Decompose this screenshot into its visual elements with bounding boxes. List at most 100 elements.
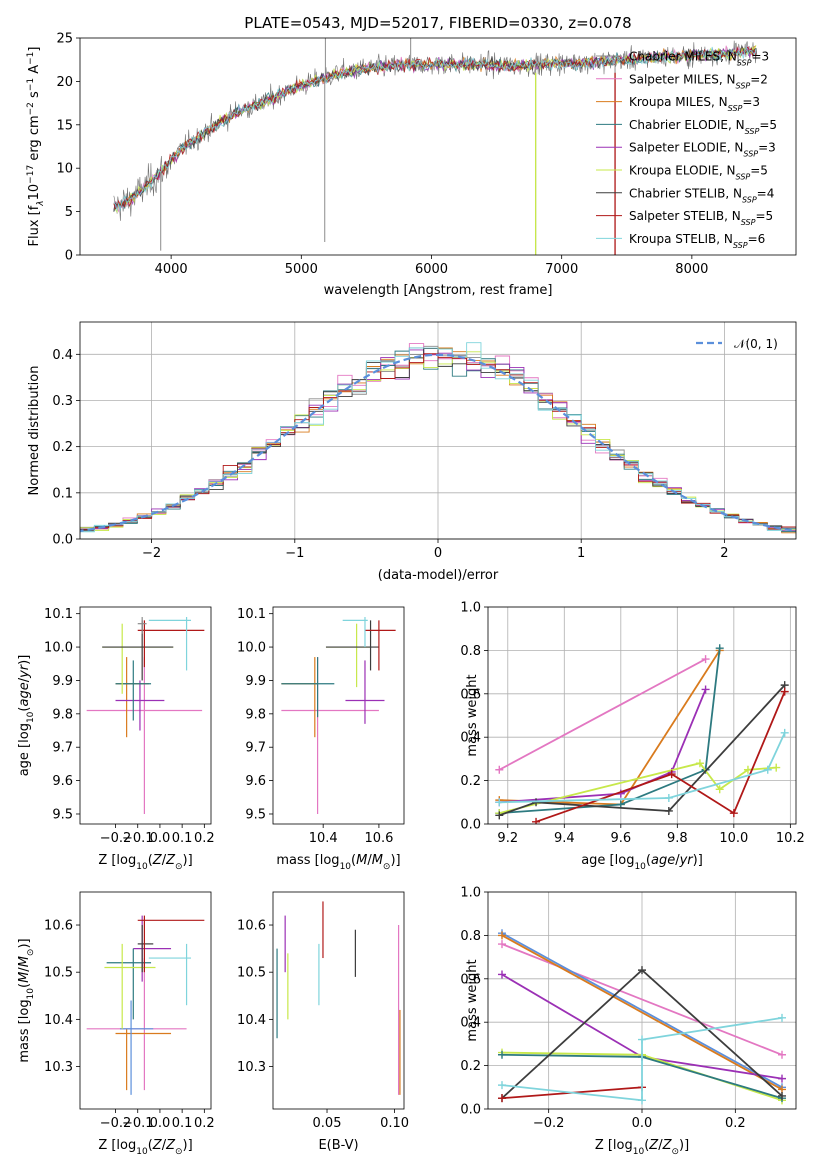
legend-entry: Kroupa MILES, NSSP=3 (629, 95, 760, 113)
weight-series-line (501, 932, 783, 1089)
x-tick-label: −1 (285, 546, 304, 561)
x-tick-label: 0.0 (150, 1116, 171, 1131)
label-part: 10 (26, 988, 36, 1000)
axes-frame (79, 606, 212, 825)
y-tick-label: 10.3 (44, 1060, 73, 1075)
legend-text-part: Chabrier ELODIE, N (629, 118, 745, 132)
x-tick-label: 10.0 (719, 831, 748, 846)
legend-entry: Chabrier STELIB, NSSP=4 (629, 186, 774, 204)
weight-point-marker (495, 765, 504, 774)
y-tick-label: 0.6 (460, 972, 481, 987)
legend-text-part: Salpeter MILES, N (629, 72, 736, 86)
axes-frame (487, 891, 797, 1110)
x-tick-label: 0.2 (194, 831, 215, 846)
x-tick-label: 9.2 (497, 831, 518, 846)
label-part: )] (183, 853, 193, 868)
y-tick-label: 10.5 (44, 966, 73, 981)
x-tick-label: −2 (142, 546, 161, 561)
label-part: )] (390, 853, 400, 868)
weight-series-line (498, 658, 707, 771)
y-tick-label: 10.0 (237, 641, 266, 656)
weight-point-marker (664, 806, 673, 815)
weight-point-marker (729, 809, 738, 818)
label-part: mass [log (276, 853, 339, 868)
label-part: ⊙ (671, 1147, 679, 1157)
legend-subscript: SSP (742, 195, 757, 204)
weight_vs_Z-lines (498, 929, 786, 1105)
y-tick-label: 10.3 (237, 1060, 266, 1075)
legend-text-part: =3 (751, 50, 769, 64)
chart-title: PLATE=0543, MJD=52017, FIBERID=0330, z=0… (244, 14, 631, 32)
y-tick-label: 10.0 (44, 641, 73, 656)
label-part: −17 (26, 165, 36, 184)
weight-point-marker (667, 770, 676, 779)
mass_vs_Z-axes: −0.2−0.10.0 0.1 0.2 10.3 10.4 10.5 10.6 (44, 919, 215, 1131)
legend-text-part: =3 (758, 141, 776, 155)
x-tick-label: 0.0 (150, 831, 171, 846)
x-tick-label: 5000 (285, 262, 318, 277)
label-part: ⊙ (175, 1147, 183, 1157)
label-part: ⊙ (26, 949, 36, 957)
x-tick-label: 0.2 (194, 1116, 215, 1131)
label-part: ( (17, 707, 32, 712)
y-tick-label: 9.5 (245, 807, 266, 822)
x-tick-label: 10.4 (309, 831, 338, 846)
legend-subscript: SSP (743, 149, 758, 158)
weight-series-line (501, 934, 783, 1091)
label-part: )] (17, 655, 32, 665)
y-tick-label: 0.8 (460, 644, 481, 659)
label-part: Z (165, 1138, 176, 1153)
weight-point-marker (763, 765, 772, 774)
label-part: ⊙ (175, 862, 183, 872)
legend-text-part: =5 (750, 164, 768, 178)
weight-series-line (499, 732, 786, 804)
y-tick-label: 9.5 (52, 807, 73, 822)
label-part: / (658, 1138, 663, 1153)
y-tick-label: 0.2 (460, 774, 481, 789)
weight-point-marker (495, 798, 504, 807)
weight-point-marker (638, 966, 646, 975)
weight-point-marker (701, 685, 710, 694)
weight-series-line (499, 762, 777, 814)
y-tick-label: 9.9 (245, 674, 266, 689)
x-tick-label: 0.05 (313, 1116, 342, 1131)
axes-frame (272, 606, 405, 825)
x-tick-label: −0.2 (100, 831, 132, 846)
legend-text-part: =3 (742, 95, 760, 109)
axes-frame (79, 321, 797, 540)
label-part: Flux [f (27, 205, 42, 246)
y-tick-label: 0.4 (460, 1016, 481, 1031)
label-part: age (651, 853, 675, 868)
label-part: 10 (136, 862, 148, 872)
label-part: age (17, 682, 32, 706)
legend-subscript: SSP (728, 104, 743, 113)
x-tick-label: 9.8 (667, 831, 688, 846)
y-tick-label: 0.0 (460, 818, 481, 833)
label-part: Z [log (595, 1138, 633, 1153)
age_vs_Z-points (86, 617, 205, 814)
x-tick-label: 0.10 (380, 1116, 409, 1131)
y-axis-label: age [log10(age/yr)] (17, 655, 36, 777)
label-part: )] (679, 1138, 689, 1153)
label-part: M (17, 972, 32, 983)
weight-point-marker (498, 940, 506, 949)
label-part: M (372, 853, 383, 868)
x-tick-label: 4000 (155, 262, 188, 277)
label-part: −1 (26, 78, 36, 91)
label-part: 10 (27, 184, 42, 201)
weight-point-marker (532, 817, 541, 824)
label-part: 10 (633, 1147, 645, 1157)
y-tick-label: 9.7 (245, 741, 266, 756)
label-part: ( (351, 853, 356, 868)
y-tick-label: 0.2 (52, 440, 73, 455)
y-tick-label: 0.6 (460, 687, 481, 702)
legend-text-part: Kroupa STELIB, N (629, 232, 733, 246)
x-axis-label: Z [log10(Z/Z⊙)] (98, 853, 192, 872)
weight-point-marker (498, 1050, 506, 1059)
x-tick-label: 0.1 (172, 831, 193, 846)
label-part: yr (17, 663, 32, 679)
legend-entry: Salpeter ELODIE, NSSP=3 (629, 141, 776, 159)
legend-subscript: SSP (736, 172, 751, 181)
y-tick-label: 10.6 (44, 919, 73, 934)
